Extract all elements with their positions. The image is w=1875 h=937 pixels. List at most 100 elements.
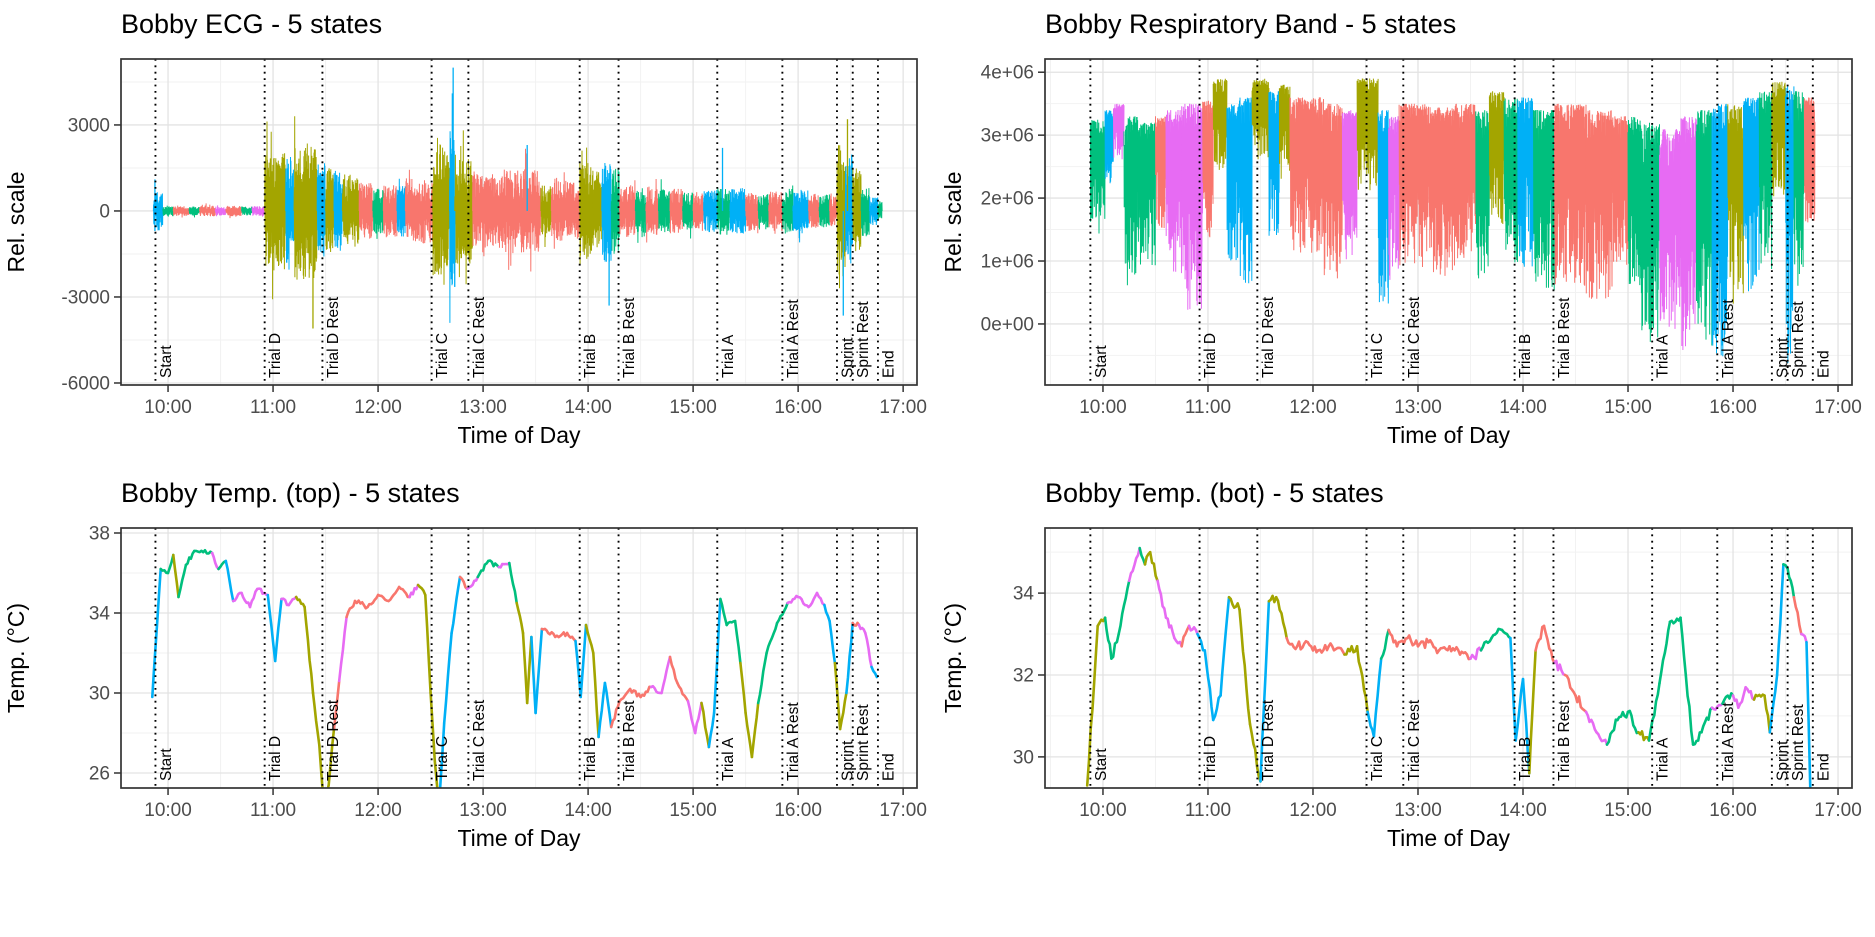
chart-title: Bobby Temp. (bot) - 5 states [1045,478,1384,508]
y-tick-label: 3000 [68,115,110,136]
y-axis-title: Rel. scale [3,172,29,273]
x-tick-label: 13:00 [1394,397,1442,418]
chart-ecg: Start Trial D Trial D Rest Trial C Trial C R… [0,0,937,468]
x-tick-label: 14:00 [564,800,612,821]
x-tick-label: 10:00 [1079,397,1127,418]
event-label: Trial C Rest [471,699,488,781]
x-tick-label: 12:00 [354,397,402,418]
x-tick-label: 16:00 [774,800,822,821]
chart-ecg-canvas: Start Trial D Trial D Rest Trial C Trial C R… [3,9,927,448]
event-label: Trial B [582,334,599,378]
event-label: Sprint Rest [855,301,872,378]
event-label: Trial C [1369,736,1386,781]
y-tick-label: 0 [99,201,110,222]
event-label: Trial A [1655,334,1672,378]
event-label: Trial B Rest [1556,297,1573,378]
event-label: Trial C [1369,333,1386,378]
x-tick-label: 13:00 [1394,800,1442,821]
x-tick-label: 15:00 [1604,800,1652,821]
event-label: Trial B [1517,334,1534,378]
event-label: Trial B [582,737,599,781]
event-label: Sprint [839,740,856,781]
x-tick-label: 12:00 [354,800,402,821]
x-axis-title: Time of Day [1387,825,1511,851]
y-tick-label: 30 [1013,747,1034,768]
x-tick-label: 13:00 [459,800,507,821]
x-tick-label: 15:00 [1604,397,1652,418]
x-tick-label: 11:00 [250,800,296,821]
event-label: Trial D Rest [1260,699,1277,781]
event-label: Trial A Rest [1720,702,1737,781]
event-label: Trial C Rest [471,296,488,378]
y-tick-label: 34 [89,604,111,625]
y-tick-label: 2e+06 [981,189,1034,210]
y-axis-title: Temp. (°C) [3,603,29,713]
event-label: Trial D [1202,736,1219,781]
y-tick-label: 38 [89,524,110,545]
y-tick-label: 30 [89,684,110,705]
event-label: Start [1093,748,1110,781]
event-label: Trial D Rest [325,699,342,781]
event-label: Trial A [720,334,737,378]
y-axis-title: Rel. scale [940,172,966,273]
x-tick-label: 17:00 [1814,800,1862,821]
y-tick-label: 32 [1013,665,1034,686]
event-label: End [1815,753,1832,781]
chart-respiratory-canvas: Start Trial D Trial D Rest Trial C Trial C R… [940,9,1862,448]
y-tick-label: 26 [89,764,110,785]
x-tick-label: 10:00 [144,800,192,821]
event-label: Sprint [1774,337,1791,378]
chart-title: Bobby Temp. (top) - 5 states [121,478,460,508]
x-tick-label: 16:00 [774,397,822,418]
event-label: Trial C Rest [1406,296,1423,378]
chart-temp-bot-canvas: Start Trial D Trial D Rest Trial C Trial C R… [940,478,1862,851]
event-label: Sprint Rest [855,704,872,781]
chart-temp-bot: Start Trial D Trial D Rest Trial C Trial C R… [937,468,1875,937]
x-axis-title: Time of Day [457,825,581,851]
x-tick-label: 17:00 [879,800,927,821]
x-tick-label: 17:00 [879,397,927,418]
series-temp_bot [1085,546,1812,788]
x-tick-label: 12:00 [1289,397,1337,418]
x-tick-label: 15:00 [669,800,717,821]
event-label: Sprint [1774,740,1791,781]
event-label: Sprint [839,337,856,378]
event-label: Trial B [1517,737,1534,781]
x-tick-label: 13:00 [459,397,507,418]
event-label: Trial A [1655,737,1672,781]
x-axis-title: Time of Day [1387,422,1511,448]
event-label: Trial B Rest [621,297,638,378]
event-label: Trial A Rest [785,299,802,378]
event-label: Trial C [434,736,451,781]
x-tick-label: 12:00 [1289,800,1337,821]
x-tick-label: 11:00 [1185,397,1231,418]
event-label: Start [158,345,175,378]
event-label: Sprint Rest [1790,704,1807,781]
x-tick-label: 10:00 [1079,800,1127,821]
chart-respiratory: Start Trial D Trial D Rest Trial C Trial C R… [937,0,1875,468]
x-tick-label: 11:00 [1185,800,1231,821]
y-tick-label: 1e+06 [981,252,1034,273]
series-resp [1089,78,1816,364]
series-temp_top [151,548,879,788]
event-label: Trial D [1202,333,1219,378]
chart-title: Bobby Respiratory Band - 5 states [1045,9,1456,39]
event-label: Trial D Rest [1260,296,1277,378]
event-label: Sprint Rest [1790,301,1807,378]
event-label: Trial B Rest [621,700,638,781]
chart-temp-top: Start Trial D Trial D Rest Trial C Trial C R… [0,468,937,937]
y-tick-label: 3e+06 [981,126,1034,147]
event-label: Trial A Rest [1720,299,1737,378]
y-tick-label: 34 [1013,584,1035,605]
event-label: End [880,350,897,378]
y-tick-label: -6000 [61,373,110,394]
event-label: Start [1093,345,1110,378]
event-label: End [880,753,897,781]
chart-temp-top-canvas: Start Trial D Trial D Rest Trial C Trial C R… [3,478,927,851]
event-label: Trial C [434,333,451,378]
event-label: Trial B Rest [1556,700,1573,781]
x-tick-label: 11:00 [250,397,296,418]
event-label: Trial D Rest [325,296,342,378]
event-label: Trial A Rest [785,702,802,781]
